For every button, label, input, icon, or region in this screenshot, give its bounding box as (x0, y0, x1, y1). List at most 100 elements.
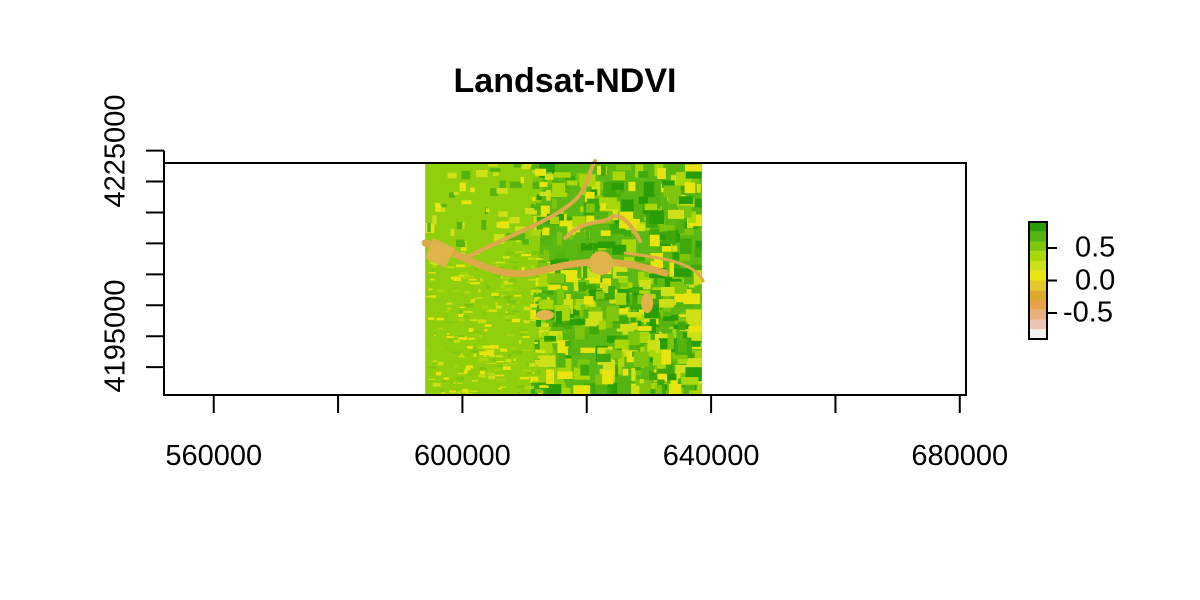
raster-speckle (528, 307, 537, 310)
legend-bin (1029, 231, 1047, 242)
raster-speckle (534, 296, 541, 301)
raster-speckle (500, 275, 504, 279)
raster-field (662, 384, 668, 391)
raster-field (696, 183, 701, 193)
raster-speckle (536, 254, 544, 257)
raster-field (557, 371, 573, 379)
raster-field (613, 188, 620, 195)
raster-field (574, 325, 585, 340)
raster-speckle (429, 295, 436, 298)
raster-field (447, 172, 457, 179)
raster-field (530, 230, 541, 236)
raster-speckle (523, 320, 531, 323)
raster-field (659, 234, 666, 240)
raster-speckle (474, 266, 478, 271)
raster-field (572, 216, 586, 227)
raster-field (591, 242, 598, 255)
raster-speckle (460, 353, 464, 357)
raster-field (556, 353, 566, 368)
raster-field (584, 272, 601, 284)
raster-field (667, 209, 685, 219)
raster-field (655, 385, 662, 395)
raster-speckle (432, 264, 437, 268)
raster-speckle (457, 377, 464, 381)
raster-speckle (478, 289, 481, 293)
raster-field (678, 185, 690, 195)
raster-speckle (495, 305, 502, 309)
raster-field (582, 284, 596, 290)
raster-speckle (513, 294, 522, 297)
raster-field (532, 170, 537, 174)
raster-speckle (495, 302, 498, 305)
raster-speckle (481, 305, 489, 309)
raster-speckle (533, 358, 540, 360)
raster-speckle (486, 373, 495, 375)
raster-field (549, 192, 568, 197)
raster-field (581, 242, 593, 251)
raster-speckle (531, 257, 537, 261)
raster-field (537, 262, 550, 267)
raster-field (576, 255, 592, 261)
raster-speckle (440, 388, 445, 393)
raster-field (583, 296, 594, 305)
raster-speckle (515, 254, 518, 258)
raster-field (581, 268, 599, 278)
raster-speckle (534, 341, 538, 344)
raster-field (696, 383, 702, 395)
raster-field (546, 369, 554, 384)
raster-speckle (488, 309, 498, 312)
raster-field (677, 321, 686, 331)
raster-field (496, 221, 502, 228)
x-tick-label: 560000 (165, 440, 263, 472)
raster-field (435, 202, 441, 212)
raster-field (659, 299, 674, 308)
legend-bin (1029, 241, 1047, 252)
raster-lake (589, 251, 614, 275)
raster-field (600, 203, 607, 211)
raster-field (648, 197, 661, 209)
raster-field (585, 230, 590, 245)
raster-speckle (530, 319, 536, 321)
raster-speckle (477, 392, 483, 396)
raster-field (556, 288, 564, 305)
raster-field (542, 227, 551, 236)
raster-speckle (445, 322, 454, 324)
raster-field (622, 327, 634, 335)
raster-speckle (511, 348, 518, 350)
raster-speckle (457, 275, 465, 279)
raster-speckle (488, 375, 495, 380)
raster-field (567, 347, 581, 356)
raster-speckle (468, 337, 475, 340)
raster-speckle (478, 351, 486, 353)
raster-speckle (541, 327, 552, 330)
raster-field (554, 172, 571, 178)
raster-field (649, 372, 658, 381)
raster-field (639, 378, 644, 384)
raster-field (677, 338, 687, 353)
raster-speckle (457, 317, 465, 322)
raster-field (639, 279, 651, 290)
raster-field (489, 168, 501, 172)
raster-field (673, 268, 692, 277)
raster-field (654, 241, 671, 247)
raster-speckle (447, 333, 450, 336)
raster-speckle (480, 377, 485, 379)
raster-speckle (529, 362, 535, 366)
raster-field (499, 180, 506, 189)
raster-field (667, 333, 674, 350)
raster-speckle (478, 374, 487, 378)
raster-field (552, 322, 570, 328)
raster-speckle (486, 285, 491, 289)
raster-speckle (504, 287, 514, 291)
raster-speckle (426, 366, 436, 369)
raster-field (629, 314, 644, 321)
raster-field (536, 194, 542, 200)
legend-bin (1029, 222, 1047, 232)
raster-field (633, 351, 649, 368)
raster-field (427, 222, 431, 233)
raster-speckle (451, 290, 461, 292)
raster-field (485, 208, 490, 213)
raster-speckle (428, 317, 435, 321)
raster-speckle (459, 390, 462, 394)
raster-field (661, 286, 675, 297)
